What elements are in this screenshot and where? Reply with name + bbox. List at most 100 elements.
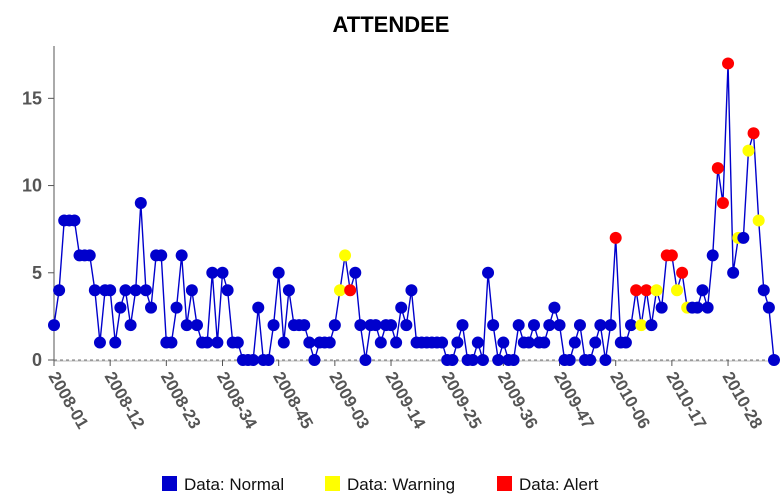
data-point-normal bbox=[201, 336, 214, 349]
data-point-normal bbox=[206, 266, 219, 279]
data-point-normal bbox=[328, 319, 341, 332]
data-point-normal bbox=[436, 336, 449, 349]
data-point-normal bbox=[124, 319, 137, 332]
data-point-normal bbox=[374, 336, 387, 349]
data-point-normal bbox=[625, 319, 638, 332]
data-point-normal bbox=[272, 266, 285, 279]
data-point-normal bbox=[104, 284, 117, 297]
x-tick-label: 2008-12 bbox=[101, 369, 149, 433]
data-point-normal bbox=[497, 336, 510, 349]
x-tick-label: 2010-17 bbox=[662, 369, 710, 433]
data-point-normal bbox=[727, 266, 740, 279]
data-point-normal bbox=[298, 319, 311, 332]
data-point-normal bbox=[190, 319, 203, 332]
data-point-normal bbox=[563, 354, 576, 366]
data-point-normal bbox=[395, 301, 408, 314]
legend-swatch-alert bbox=[497, 476, 512, 491]
data-point-normal bbox=[645, 319, 658, 332]
x-tick-label: 2008-34 bbox=[213, 369, 261, 433]
x-tick-label: 2009-14 bbox=[382, 369, 430, 433]
y-tick-label: 0 bbox=[32, 350, 42, 370]
x-tick-label: 2010-06 bbox=[606, 369, 654, 433]
data-point-warning bbox=[742, 144, 755, 157]
data-point-normal bbox=[267, 319, 280, 332]
data-point-normal bbox=[252, 301, 265, 314]
data-point-normal bbox=[691, 301, 704, 314]
data-point-normal bbox=[538, 336, 551, 349]
data-point-normal bbox=[93, 336, 106, 349]
data-point-normal bbox=[451, 336, 464, 349]
data-point-normal bbox=[231, 336, 244, 349]
x-tick-label: 2009-03 bbox=[325, 369, 373, 433]
data-point-normal bbox=[507, 354, 520, 366]
data-point-normal bbox=[456, 319, 469, 332]
data-point-normal bbox=[543, 319, 556, 332]
data-point-warning bbox=[333, 284, 346, 297]
x-tick-label: 2009-25 bbox=[438, 369, 486, 433]
data-point-normal bbox=[737, 231, 750, 244]
data-point-normal bbox=[277, 336, 290, 349]
data-point-normal bbox=[145, 301, 158, 314]
data-point-warning bbox=[650, 284, 663, 297]
data-point-normal bbox=[369, 319, 382, 332]
data-point-normal bbox=[349, 266, 362, 279]
x-tick-label: 2009-36 bbox=[494, 369, 542, 433]
series-line bbox=[53, 63, 775, 363]
data-point-normal bbox=[466, 354, 479, 366]
x-tick-label: 2010-28 bbox=[719, 369, 767, 433]
data-point-normal bbox=[604, 319, 617, 332]
y-tick-label: 5 bbox=[32, 263, 42, 283]
data-point-normal bbox=[221, 284, 234, 297]
data-point-normal bbox=[757, 284, 770, 297]
legend-label-normal: Data: Normal bbox=[184, 475, 284, 494]
data-point-normal bbox=[262, 354, 275, 366]
data-point-normal bbox=[155, 249, 168, 262]
data-point-normal bbox=[762, 301, 775, 314]
data-point-normal bbox=[390, 336, 403, 349]
legend-label-warning: Data: Warning bbox=[347, 475, 455, 494]
data-point-normal bbox=[553, 319, 566, 332]
data-point-normal bbox=[109, 336, 122, 349]
data-point-normal bbox=[482, 266, 495, 279]
data-point-normal bbox=[768, 354, 780, 366]
data-point-normal bbox=[68, 214, 81, 227]
data-point-alert bbox=[722, 57, 735, 70]
data-point-normal bbox=[211, 336, 224, 349]
data-point-normal bbox=[323, 336, 336, 349]
data-point-normal bbox=[548, 301, 561, 314]
data-point-alert bbox=[716, 197, 729, 209]
data-point-normal bbox=[185, 284, 198, 297]
data-point-normal bbox=[180, 319, 193, 332]
data-point-alert bbox=[747, 127, 760, 140]
data-point-normal bbox=[706, 249, 719, 262]
data-point-alert bbox=[344, 284, 357, 297]
data-point-alert bbox=[676, 266, 689, 279]
data-point-normal bbox=[134, 197, 147, 209]
data-point-normal bbox=[114, 301, 127, 314]
legend-swatch-warning bbox=[325, 476, 340, 491]
data-point-alert bbox=[630, 284, 643, 297]
data-point-normal bbox=[589, 336, 602, 349]
x-tick-label: 2008-23 bbox=[157, 369, 205, 433]
x-tick-label: 2008-01 bbox=[45, 369, 93, 433]
x-tick-label: 2008-45 bbox=[269, 369, 317, 433]
data-point-normal bbox=[522, 336, 535, 349]
data-point-normal bbox=[599, 354, 612, 366]
data-point-alert bbox=[640, 284, 653, 297]
data-point-normal bbox=[476, 354, 489, 366]
data-point-normal bbox=[446, 354, 459, 366]
data-point-normal bbox=[696, 284, 709, 297]
data-point-normal bbox=[528, 319, 540, 332]
data-point-normal bbox=[48, 319, 60, 332]
data-point-normal bbox=[139, 284, 152, 297]
data-point-normal bbox=[594, 319, 607, 332]
data-point-normal bbox=[584, 354, 597, 366]
y-axis-ticks: 0 5 10 15 bbox=[22, 88, 54, 370]
data-point-normal bbox=[573, 319, 586, 332]
data-point-warning bbox=[635, 319, 648, 332]
data-point-normal bbox=[303, 336, 316, 349]
data-point-normal bbox=[400, 319, 413, 332]
data-point-normal bbox=[216, 266, 229, 279]
y-tick-label: 15 bbox=[22, 88, 42, 108]
